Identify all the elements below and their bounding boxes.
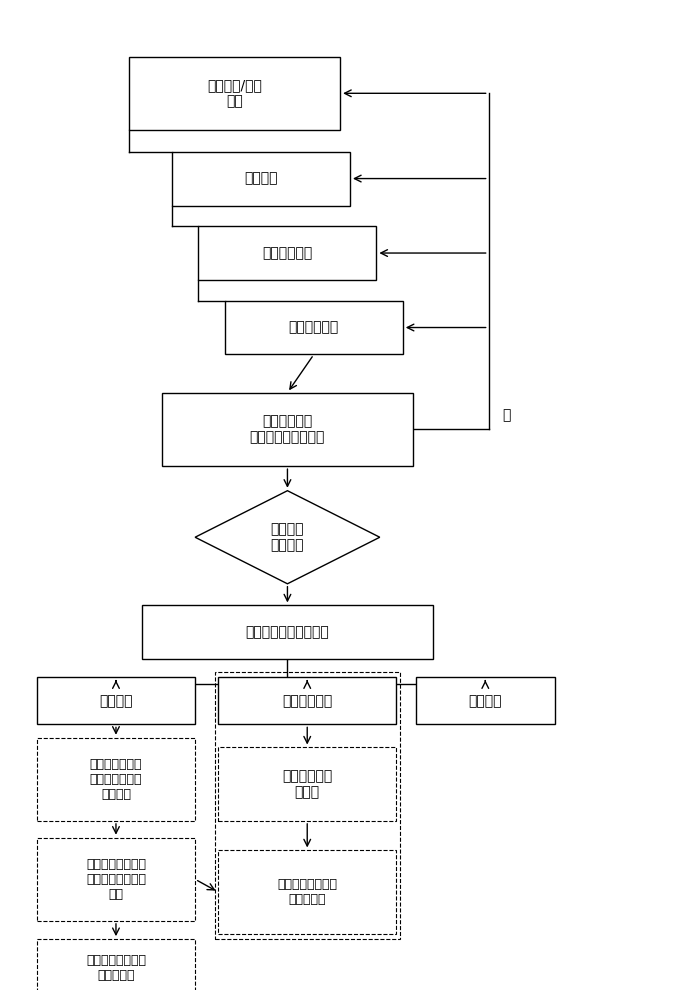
Bar [37, 738, 195, 821]
Bar [218, 677, 396, 724]
Text: 载荷减小模式: 载荷减小模式 [282, 694, 333, 708]
Polygon shape [195, 491, 380, 584]
Text: 基于测得参数
决定正确的运行模式: 基于测得参数 决定正确的运行模式 [250, 414, 325, 445]
Bar [37, 838, 195, 921]
Bar [218, 747, 396, 821]
Bar [225, 301, 403, 354]
Bar [199, 226, 376, 280]
Text: 降低额定功率
和速度: 降低额定功率 和速度 [282, 769, 333, 799]
Text: 测量风速: 测量风速 [245, 172, 278, 186]
Text: 切换到正确的运行模式: 切换到正确的运行模式 [245, 625, 329, 639]
Bar [215, 672, 400, 939]
Bar [37, 677, 195, 724]
Text: 测量叶片/塔筒
载荷: 测量叶片/塔筒 载荷 [207, 78, 262, 108]
Text: 切换当前
运行模式: 切换当前 运行模式 [271, 522, 304, 552]
Text: 测量偏航误差: 测量偏航误差 [289, 321, 339, 335]
Text: 命令转子控制系统
应用转矩降低主轴
转速: 命令转子控制系统 应用转矩降低主轴 转速 [86, 858, 146, 901]
Text: 命令机械刹车动作
使风机停机: 命令机械刹车动作 使风机停机 [86, 954, 146, 982]
Bar [129, 57, 340, 130]
Text: 否: 否 [502, 408, 510, 422]
Bar [416, 677, 554, 724]
Text: 测量转子速度: 测量转子速度 [262, 246, 313, 260]
Text: 命令叶片变桨控
制系统将叶片向
旗位转动: 命令叶片变桨控 制系统将叶片向 旗位转动 [90, 758, 142, 801]
Text: 使用转子扭矩来降
低转子转速: 使用转子扭矩来降 低转子转速 [278, 878, 337, 906]
Bar [142, 605, 433, 659]
Bar [218, 850, 396, 934]
Bar [162, 393, 413, 466]
Bar [172, 152, 350, 206]
Bar [37, 939, 195, 998]
Text: 停机模式: 停机模式 [99, 694, 133, 708]
Text: 正常模式: 正常模式 [469, 694, 502, 708]
